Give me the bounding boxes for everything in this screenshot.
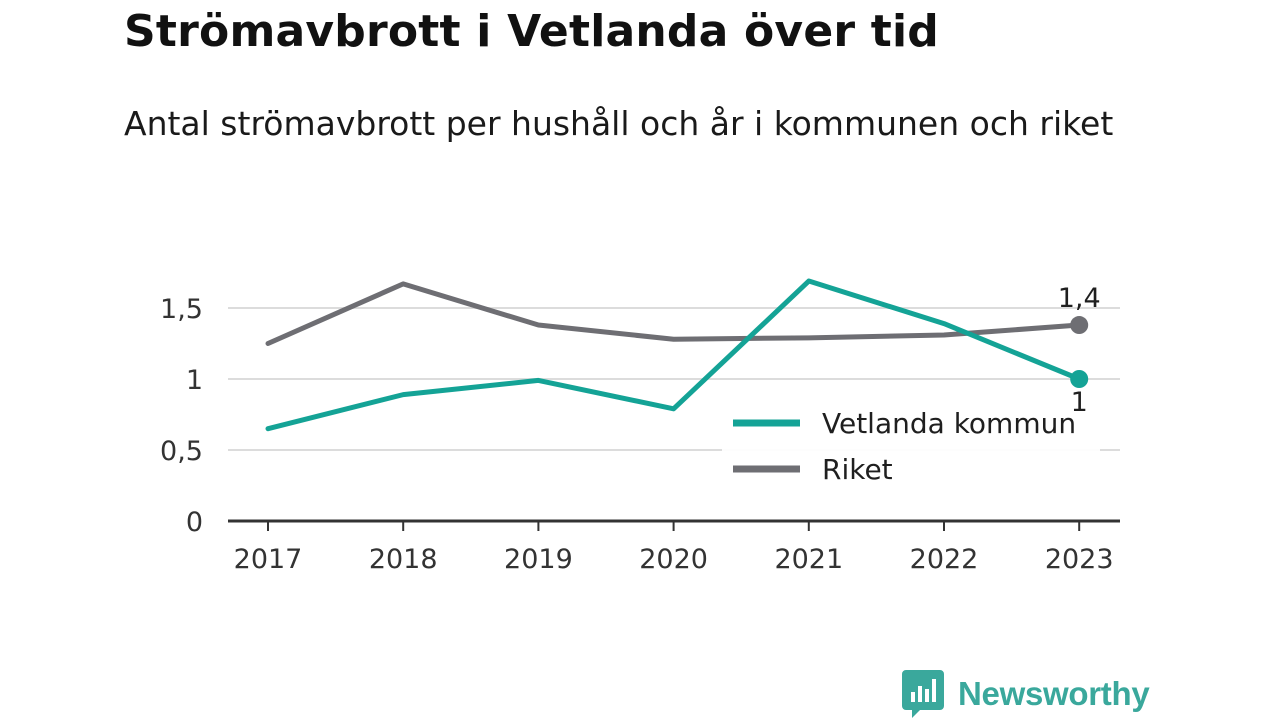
end-marker bbox=[1070, 316, 1089, 335]
newsworthy-logo-icon bbox=[902, 670, 944, 718]
end-value-label: 1 bbox=[1071, 387, 1088, 418]
x-tick-label: 2022 bbox=[910, 544, 979, 575]
brand-name: Newsworthy bbox=[958, 675, 1150, 712]
y-tick-label: 0,5 bbox=[160, 436, 203, 467]
chart-title: Strömavbrott i Vetlanda över tid bbox=[124, 6, 939, 57]
series-line-riket bbox=[265, 281, 1082, 346]
legend-background bbox=[722, 400, 1100, 498]
x-tick-label: 2020 bbox=[639, 544, 708, 575]
end-marker bbox=[1070, 370, 1089, 388]
x-tick-label: 2023 bbox=[1045, 544, 1114, 575]
x-tick-label: 2021 bbox=[774, 544, 843, 575]
brand-logo: Newsworthy bbox=[902, 670, 1150, 718]
y-tick-label: 1 bbox=[186, 365, 203, 396]
legend-label: Riket bbox=[822, 453, 893, 486]
x-tick-label: 2017 bbox=[234, 544, 303, 575]
series-line-vetlanda bbox=[265, 278, 1082, 432]
x-tick-label: 2019 bbox=[504, 544, 573, 575]
chart-subtitle: Antal strömavbrott per hushåll och år i … bbox=[124, 104, 1114, 143]
end-value-label: 1,4 bbox=[1058, 283, 1101, 314]
y-tick-label: 1,5 bbox=[160, 294, 203, 325]
legend-label: Vetlanda kommun bbox=[822, 407, 1076, 440]
x-tick-label: 2018 bbox=[369, 544, 438, 575]
y-tick-label: 0 bbox=[186, 507, 203, 538]
